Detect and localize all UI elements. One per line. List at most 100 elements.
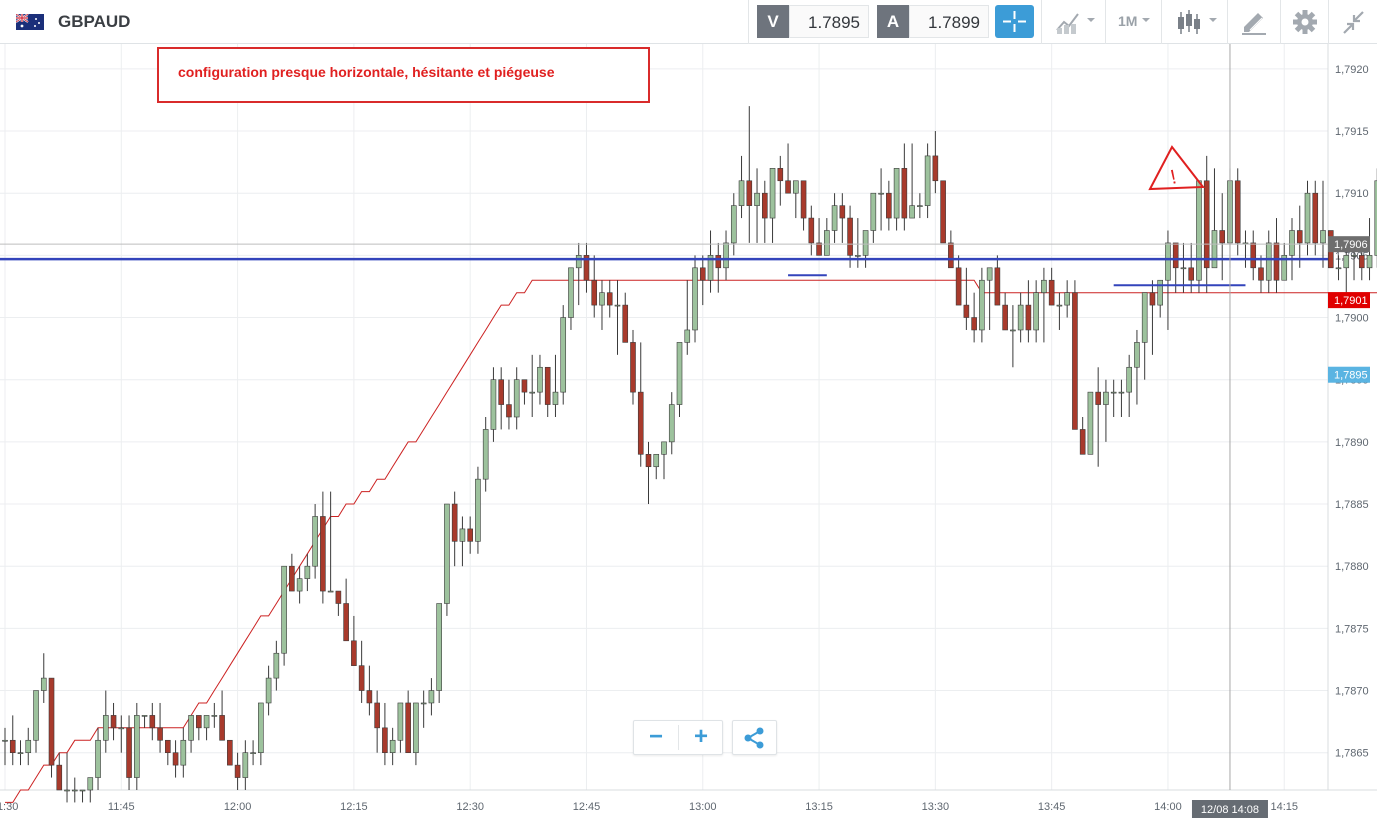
candle	[568, 267, 574, 330]
x-tick-label: 14:00	[1154, 801, 1182, 813]
candle-body	[482, 429, 489, 480]
price-chart[interactable]: 1,7865 1,7870 1,7875 1,7880 1,7885 1,7890 1,78…	[0, 44, 1377, 820]
candle	[102, 690, 109, 753]
x-tick-label: 13:00	[689, 801, 717, 813]
candle-body	[878, 192, 884, 195]
candle-body	[250, 752, 256, 755]
candle-body	[1064, 292, 1070, 306]
zoom-in-button[interactable]: +	[693, 723, 708, 750]
x-tick-labels: 11:30 11:45 12:00 12:15 12:30 12:45 13:00 13:15…	[0, 801, 1298, 813]
share-button[interactable]	[732, 720, 777, 755]
candle	[847, 205, 853, 268]
candle-body	[855, 255, 861, 257]
buy-price[interactable]: 1.7899	[909, 5, 989, 38]
zoom-controls: − +	[633, 720, 723, 755]
candle	[839, 193, 846, 243]
y-tick-label: 1,7875	[1335, 623, 1369, 635]
candle	[405, 690, 411, 754]
candle	[428, 678, 435, 716]
candle-body	[1351, 255, 1357, 257]
candle-body	[917, 205, 923, 207]
collapse-icon	[1343, 11, 1364, 34]
x-tick-label: 12:45	[573, 801, 601, 813]
sell-price[interactable]: 1.7895	[789, 5, 869, 38]
candle-body	[304, 565, 311, 579]
collapse-button[interactable]	[1328, 0, 1377, 44]
candle-body	[1273, 242, 1280, 281]
zoom-out-button[interactable]: −	[648, 723, 663, 750]
candle	[862, 230, 869, 268]
candle	[17, 740, 24, 766]
candle-body	[1180, 267, 1187, 270]
buy-badge[interactable]: A	[877, 5, 909, 38]
candle-body	[335, 590, 342, 604]
y-tick-label: 1,7865	[1335, 748, 1369, 760]
annotation-box[interactable]: configuration presque horizontale, hésit…	[157, 47, 650, 103]
candle-body	[413, 702, 419, 754]
crosshair-icon	[1003, 11, 1026, 32]
candle-body	[940, 180, 946, 244]
candle	[451, 491, 458, 567]
candle	[335, 590, 342, 616]
candle	[56, 752, 63, 791]
price-tag-box	[1328, 366, 1370, 383]
candle	[366, 665, 373, 716]
candle-body	[738, 180, 745, 206]
candle	[994, 255, 1001, 306]
draw-tools-button[interactable]	[1227, 0, 1280, 44]
candle-body	[715, 255, 722, 269]
candle	[1025, 280, 1032, 343]
candle-body	[79, 789, 86, 792]
candle-body	[9, 739, 16, 753]
candle-body	[110, 715, 117, 729]
candle	[963, 267, 970, 330]
candle	[188, 715, 194, 753]
candle	[358, 640, 365, 703]
candle-body	[630, 342, 636, 393]
chevron-down-icon	[1142, 18, 1150, 22]
candle	[1250, 230, 1257, 281]
indicators-button[interactable]	[1041, 0, 1105, 44]
candle	[1320, 180, 1326, 268]
candle	[583, 242, 590, 293]
chart-type-button[interactable]	[1161, 0, 1227, 44]
candle	[893, 168, 900, 231]
candle	[289, 553, 295, 592]
y-tick-label: 1,7900	[1335, 313, 1369, 325]
candle-body	[296, 578, 303, 592]
candle	[87, 777, 94, 803]
candle	[126, 715, 132, 790]
symbol-name[interactable]: GBPAUD	[58, 12, 131, 31]
candle	[513, 367, 520, 430]
candle-body	[196, 715, 202, 729]
candle-body	[862, 230, 869, 256]
candle	[64, 752, 70, 803]
candle	[785, 143, 791, 194]
candle	[940, 180, 946, 244]
candle-body	[824, 230, 830, 256]
candle	[211, 702, 218, 728]
candle-body	[273, 652, 280, 679]
candle-body	[289, 565, 295, 592]
candle	[1118, 379, 1125, 417]
settings-button[interactable]	[1280, 0, 1328, 44]
warning-triangle[interactable]: !	[1148, 145, 1205, 191]
candle-body	[1258, 267, 1264, 281]
candle-body	[1010, 329, 1016, 332]
candle	[265, 665, 272, 716]
candle-body	[490, 379, 497, 430]
crosshair-button[interactable]	[995, 5, 1034, 38]
candle	[808, 205, 815, 256]
sell-badge[interactable]: V	[757, 5, 789, 38]
candle	[1265, 230, 1272, 293]
timeframe-button[interactable]: 1M	[1105, 0, 1161, 44]
candle	[234, 752, 241, 790]
candle	[599, 280, 605, 330]
y-tick-label: 1,7920	[1335, 64, 1369, 76]
candle	[498, 367, 504, 430]
candle	[544, 366, 551, 417]
candle-body	[428, 690, 435, 704]
price-axis	[1328, 44, 1377, 820]
candle	[475, 466, 481, 554]
candle	[250, 740, 256, 766]
